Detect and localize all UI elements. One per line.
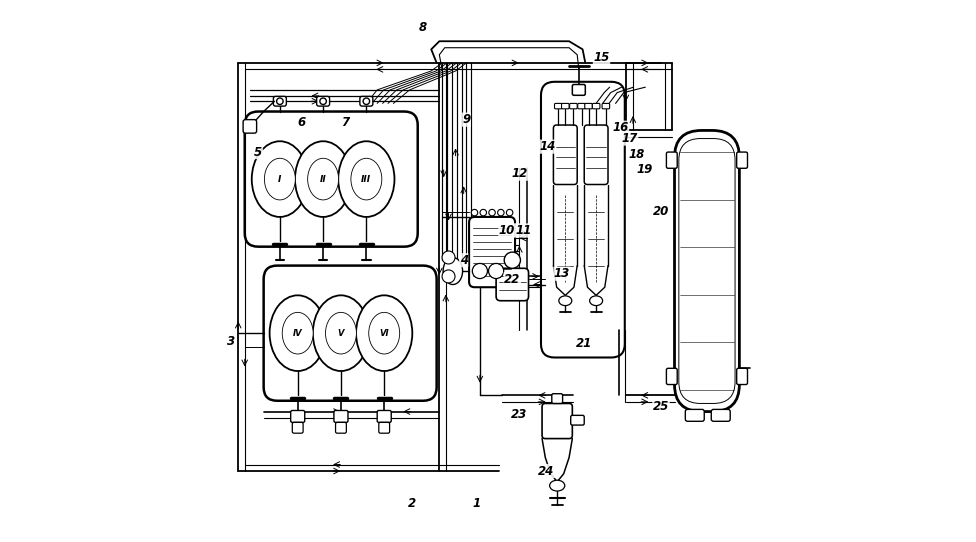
Ellipse shape — [264, 158, 296, 200]
Ellipse shape — [590, 296, 602, 306]
Ellipse shape — [369, 312, 399, 354]
Ellipse shape — [559, 296, 572, 306]
Text: 13: 13 — [554, 267, 570, 280]
Ellipse shape — [252, 141, 308, 217]
FancyBboxPatch shape — [334, 410, 348, 422]
Ellipse shape — [339, 141, 394, 217]
FancyBboxPatch shape — [554, 104, 562, 109]
Ellipse shape — [443, 257, 463, 285]
FancyBboxPatch shape — [553, 125, 577, 184]
Text: VI: VI — [380, 328, 389, 338]
FancyBboxPatch shape — [674, 131, 740, 411]
Text: 18: 18 — [629, 149, 645, 162]
Text: 19: 19 — [636, 163, 653, 176]
Text: 15: 15 — [593, 51, 610, 64]
FancyBboxPatch shape — [336, 422, 346, 433]
Text: 12: 12 — [511, 167, 527, 180]
Ellipse shape — [505, 252, 520, 268]
Text: 10: 10 — [499, 224, 515, 237]
Text: II: II — [320, 175, 327, 184]
FancyBboxPatch shape — [585, 104, 592, 109]
Ellipse shape — [442, 270, 455, 283]
FancyBboxPatch shape — [264, 266, 436, 401]
Text: 21: 21 — [576, 338, 591, 351]
FancyBboxPatch shape — [377, 410, 391, 422]
FancyBboxPatch shape — [570, 104, 577, 109]
Text: 2: 2 — [408, 497, 417, 510]
Text: IV: IV — [293, 328, 303, 338]
Ellipse shape — [320, 98, 326, 105]
Ellipse shape — [489, 209, 495, 216]
Ellipse shape — [498, 209, 504, 216]
Ellipse shape — [269, 295, 326, 371]
FancyBboxPatch shape — [245, 112, 418, 247]
FancyBboxPatch shape — [542, 403, 572, 438]
Text: V: V — [338, 328, 345, 338]
Text: 1: 1 — [472, 497, 480, 510]
Ellipse shape — [356, 295, 412, 371]
Text: 24: 24 — [538, 464, 554, 478]
FancyBboxPatch shape — [667, 369, 677, 384]
Text: 3: 3 — [227, 335, 235, 348]
Text: 6: 6 — [298, 116, 305, 129]
FancyBboxPatch shape — [737, 369, 748, 384]
FancyBboxPatch shape — [737, 152, 748, 168]
Ellipse shape — [549, 480, 565, 491]
Text: III: III — [361, 175, 372, 184]
Text: 9: 9 — [463, 113, 470, 126]
Text: 20: 20 — [653, 205, 670, 218]
FancyBboxPatch shape — [291, 410, 305, 422]
Text: 8: 8 — [419, 21, 427, 34]
Ellipse shape — [313, 295, 369, 371]
Ellipse shape — [363, 98, 370, 105]
Text: 22: 22 — [505, 273, 520, 286]
Ellipse shape — [471, 209, 477, 216]
FancyBboxPatch shape — [360, 96, 373, 106]
FancyBboxPatch shape — [469, 217, 515, 287]
Ellipse shape — [480, 209, 486, 216]
Ellipse shape — [489, 263, 504, 279]
FancyBboxPatch shape — [316, 96, 330, 106]
FancyBboxPatch shape — [379, 422, 389, 433]
FancyBboxPatch shape — [685, 409, 705, 421]
FancyBboxPatch shape — [585, 125, 608, 184]
FancyBboxPatch shape — [572, 85, 586, 95]
FancyBboxPatch shape — [561, 104, 569, 109]
Ellipse shape — [442, 251, 455, 264]
Ellipse shape — [472, 263, 487, 279]
Polygon shape — [542, 438, 572, 482]
Text: 5: 5 — [254, 146, 263, 159]
Text: 14: 14 — [540, 140, 555, 153]
Text: 17: 17 — [622, 132, 637, 145]
FancyBboxPatch shape — [667, 152, 677, 168]
Text: 23: 23 — [511, 408, 527, 421]
FancyBboxPatch shape — [243, 120, 257, 133]
Ellipse shape — [351, 158, 382, 200]
FancyBboxPatch shape — [541, 82, 625, 358]
Ellipse shape — [325, 312, 356, 354]
FancyBboxPatch shape — [551, 393, 562, 403]
Text: 4: 4 — [460, 254, 468, 267]
Text: 11: 11 — [515, 224, 531, 237]
FancyBboxPatch shape — [571, 415, 585, 425]
FancyBboxPatch shape — [292, 422, 304, 433]
Ellipse shape — [276, 98, 283, 105]
FancyBboxPatch shape — [602, 104, 610, 109]
Ellipse shape — [507, 209, 512, 216]
FancyBboxPatch shape — [578, 104, 586, 109]
FancyBboxPatch shape — [712, 409, 730, 421]
Text: 16: 16 — [612, 121, 629, 134]
Text: 25: 25 — [653, 399, 670, 412]
FancyBboxPatch shape — [496, 268, 529, 301]
Ellipse shape — [282, 312, 313, 354]
FancyBboxPatch shape — [273, 96, 286, 106]
Text: I: I — [278, 175, 281, 184]
Ellipse shape — [307, 158, 339, 200]
Text: 7: 7 — [341, 116, 348, 129]
Ellipse shape — [295, 141, 351, 217]
FancyBboxPatch shape — [592, 104, 600, 109]
